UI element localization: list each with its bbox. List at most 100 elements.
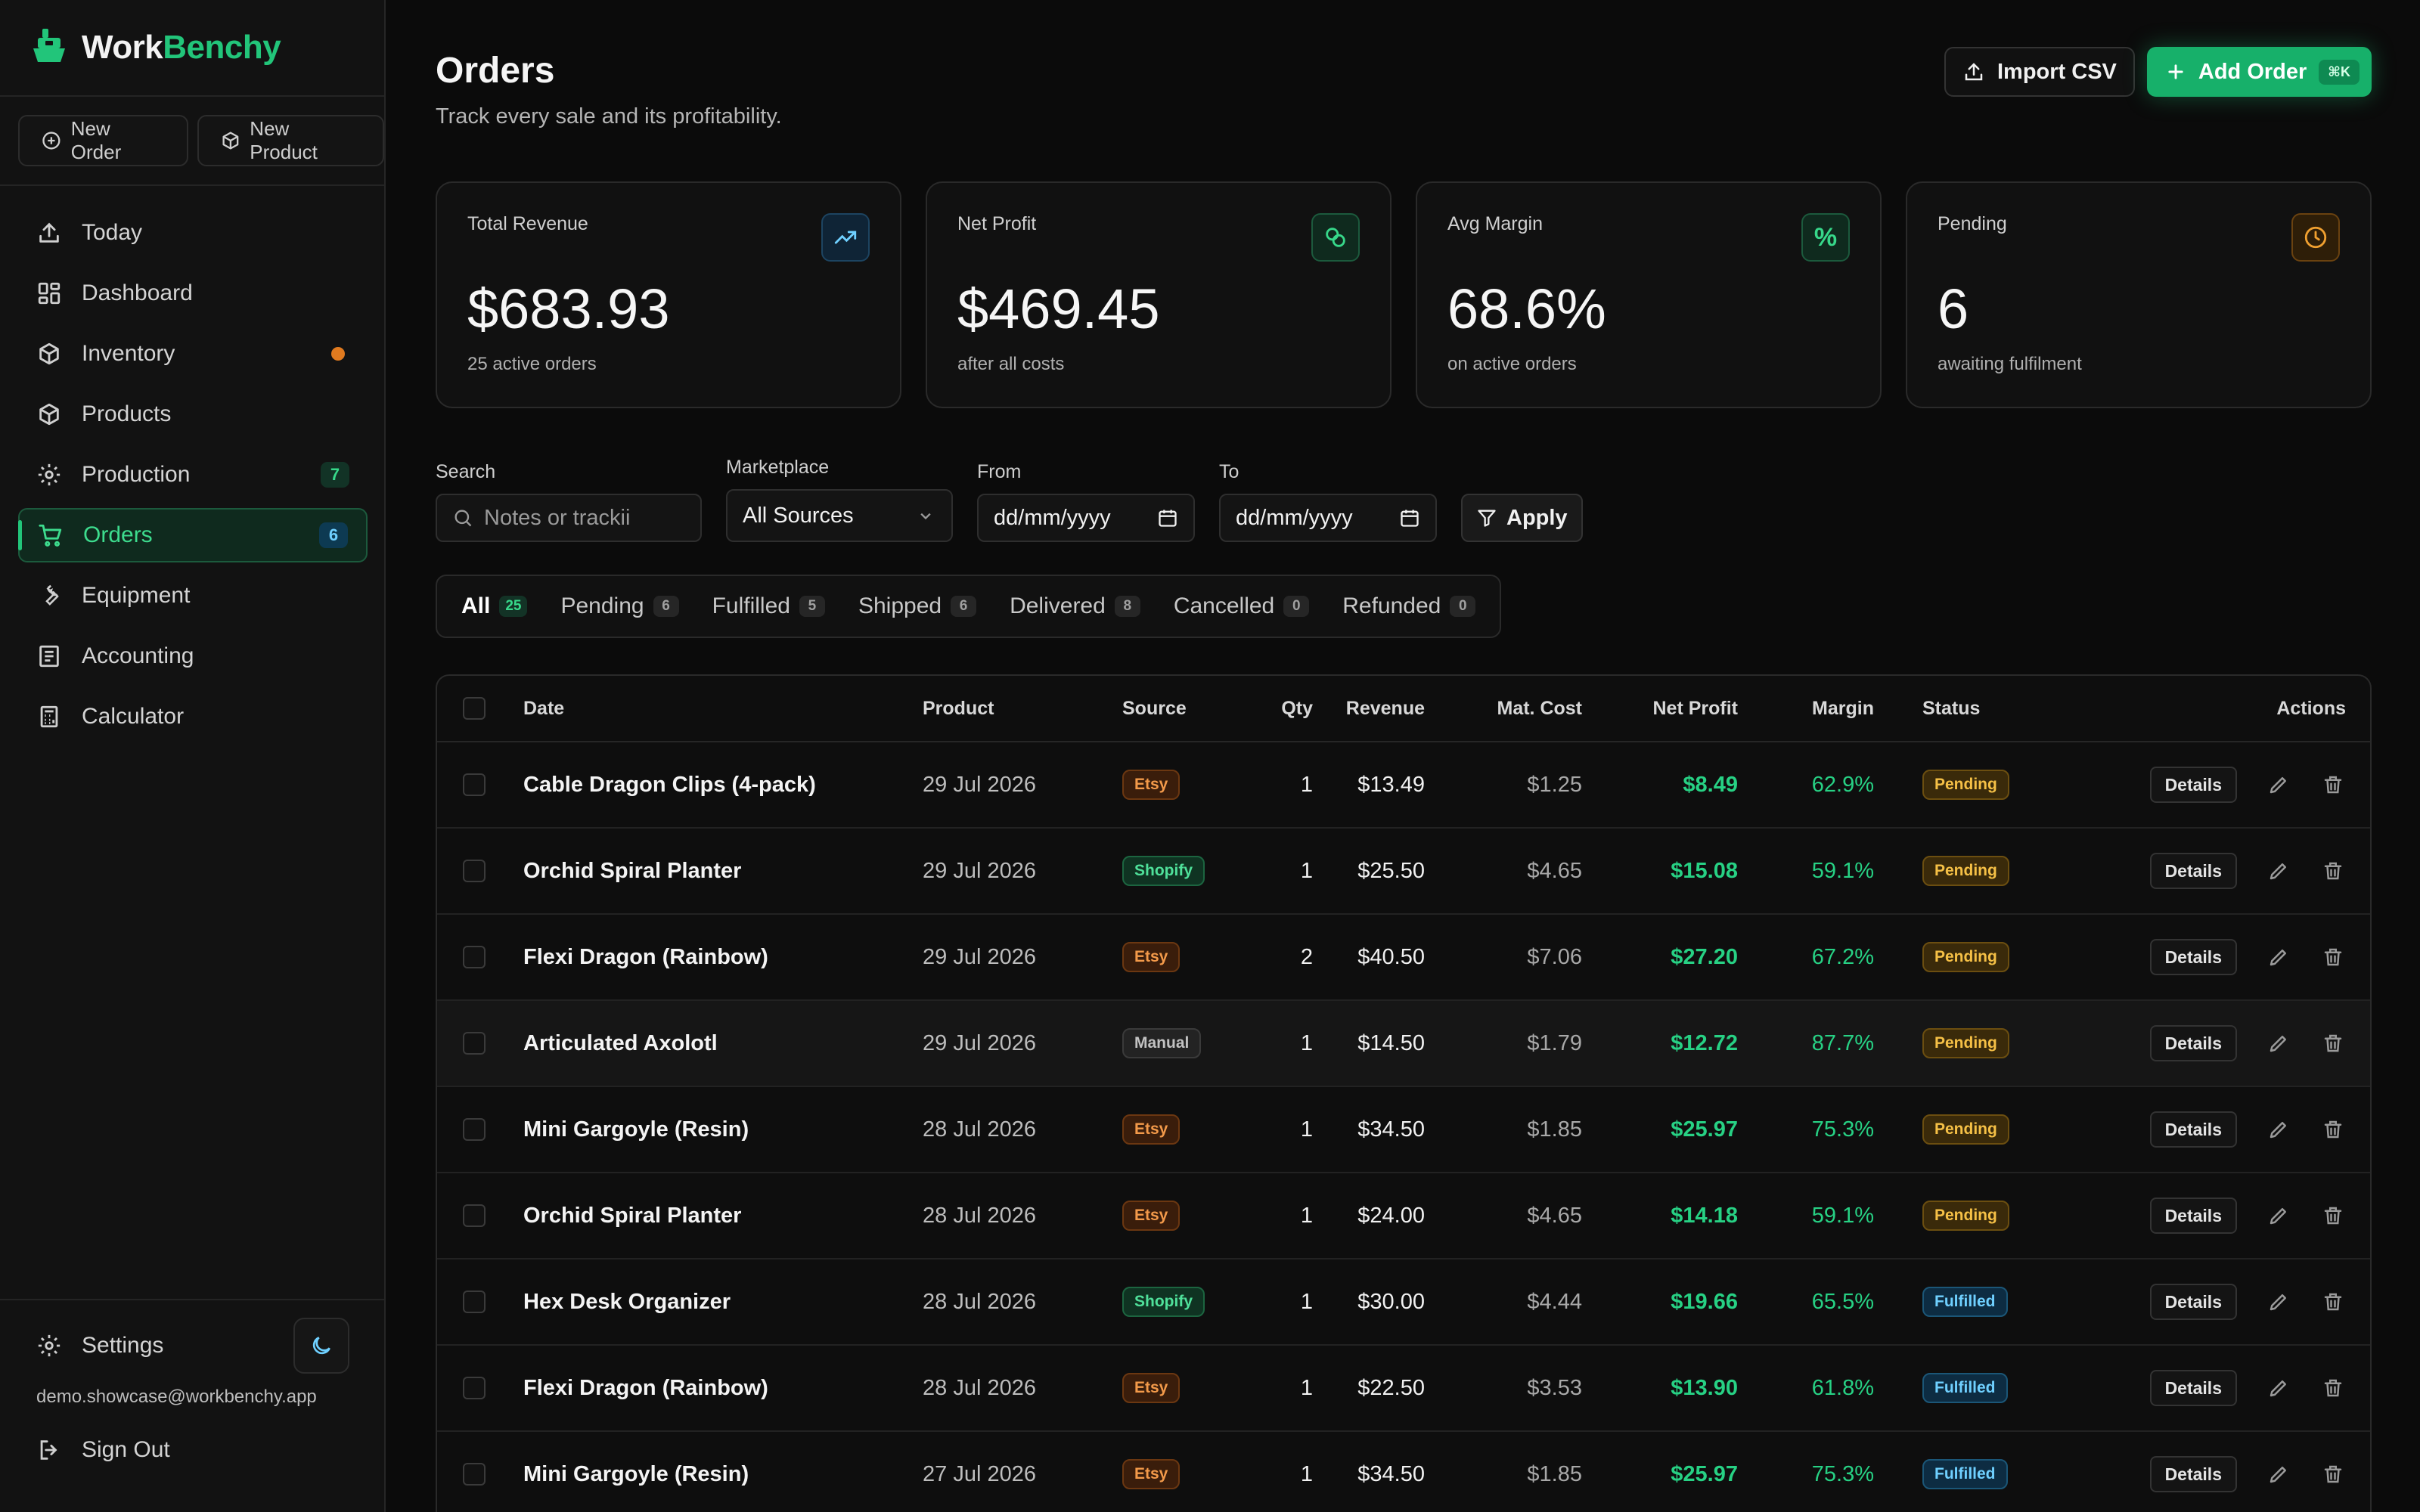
nav-item-inventory[interactable]: Inventory bbox=[18, 327, 368, 381]
row-status-cell: Fulfilled bbox=[1874, 1459, 2051, 1489]
from-date-input[interactable]: dd/mm/yyyy bbox=[977, 494, 1195, 542]
edit-pencil-icon[interactable] bbox=[2266, 1203, 2291, 1228]
col-qty[interactable]: Qty bbox=[1281, 697, 1313, 719]
details-button[interactable]: Details bbox=[2149, 1198, 2237, 1234]
new-product-button[interactable]: New Product bbox=[197, 115, 384, 166]
status-badge: Pending bbox=[1922, 1028, 2009, 1058]
sign-out-button[interactable]: Sign Out bbox=[18, 1421, 368, 1479]
col-margin[interactable]: Margin bbox=[1812, 697, 1874, 719]
row-checkbox[interactable] bbox=[463, 1032, 486, 1055]
theme-toggle-button[interactable] bbox=[293, 1318, 349, 1374]
col-status[interactable]: Status bbox=[1922, 697, 1981, 719]
marketplace-select[interactable]: All Sources bbox=[726, 489, 953, 542]
details-button[interactable]: Details bbox=[2149, 853, 2237, 889]
table-row[interactable]: Orchid Spiral Planter 28 Jul 2026 Etsy 1… bbox=[437, 1173, 2370, 1259]
to-date-input[interactable]: dd/mm/yyyy bbox=[1219, 494, 1437, 542]
row-select-cell bbox=[437, 1032, 523, 1055]
row-checkbox[interactable] bbox=[463, 1118, 486, 1141]
delete-trash-icon[interactable] bbox=[2320, 1289, 2346, 1315]
col-date[interactable]: Date bbox=[523, 697, 565, 719]
dashboard-grid-icon bbox=[38, 282, 60, 305]
table-row[interactable]: Flexi Dragon (Rainbow) 29 Jul 2026 Etsy … bbox=[437, 915, 2370, 1001]
delete-trash-icon[interactable] bbox=[2320, 1030, 2346, 1056]
details-button[interactable]: Details bbox=[2149, 1025, 2237, 1061]
delete-trash-icon[interactable] bbox=[2320, 1375, 2346, 1401]
details-button[interactable]: Details bbox=[2149, 1370, 2237, 1406]
apply-filters-button[interactable]: Apply bbox=[1461, 494, 1583, 542]
col-net-profit[interactable]: Net Profit bbox=[1652, 697, 1739, 719]
select-all-checkbox[interactable] bbox=[463, 697, 486, 720]
details-button[interactable]: Details bbox=[2149, 1111, 2237, 1148]
delete-trash-icon[interactable] bbox=[2320, 772, 2346, 798]
settings-link[interactable]: Settings bbox=[18, 1315, 368, 1376]
edit-pencil-icon[interactable] bbox=[2266, 1117, 2291, 1142]
edit-pencil-icon[interactable] bbox=[2266, 944, 2291, 970]
edit-pencil-icon[interactable] bbox=[2266, 1461, 2291, 1487]
tab-shipped[interactable]: Shipped 6 bbox=[842, 582, 993, 631]
tab-fulfilled[interactable]: Fulfilled 5 bbox=[696, 582, 842, 631]
row-checkbox[interactable] bbox=[463, 946, 486, 968]
table-row[interactable]: Orchid Spiral Planter 29 Jul 2026 Shopif… bbox=[437, 829, 2370, 915]
nav-item-orders[interactable]: Orders 6 bbox=[18, 508, 368, 562]
table-row[interactable]: Hex Desk Organizer 28 Jul 2026 Shopify 1… bbox=[437, 1259, 2370, 1346]
details-button[interactable]: Details bbox=[2149, 939, 2237, 975]
nav-item-products[interactable]: Products bbox=[18, 387, 368, 442]
edit-pencil-icon[interactable] bbox=[2266, 1030, 2291, 1056]
nav-item-production[interactable]: Production 7 bbox=[18, 448, 368, 502]
edit-pencil-icon[interactable] bbox=[2266, 1289, 2291, 1315]
stat-value: 6 bbox=[1938, 277, 1969, 340]
brand[interactable]: WorkBenchy bbox=[32, 27, 281, 68]
col-mat-cost[interactable]: Mat. Cost bbox=[1497, 697, 1583, 719]
nav-item-equipment[interactable]: Equipment bbox=[18, 569, 368, 623]
import-csv-button[interactable]: Import CSV bbox=[1944, 47, 2135, 97]
table-row[interactable]: Mini Gargoyle (Resin) 27 Jul 2026 Etsy 1… bbox=[437, 1432, 2370, 1512]
new-order-button[interactable]: New Order bbox=[18, 115, 188, 166]
delete-trash-icon[interactable] bbox=[2320, 1203, 2346, 1228]
row-checkbox[interactable] bbox=[463, 1463, 486, 1486]
table-row[interactable]: Flexi Dragon (Rainbow) 28 Jul 2026 Etsy … bbox=[437, 1346, 2370, 1432]
row-checkbox[interactable] bbox=[463, 1290, 486, 1313]
nav-item-today[interactable]: Today bbox=[18, 206, 368, 260]
table-row[interactable]: Articulated Axolotl 29 Jul 2026 Manual 1… bbox=[437, 1001, 2370, 1087]
col-source[interactable]: Source bbox=[1122, 697, 1187, 719]
nav-label: Inventory bbox=[82, 341, 175, 366]
row-net-profit: $13.90 bbox=[1671, 1375, 1738, 1400]
delete-trash-icon[interactable] bbox=[2320, 858, 2346, 884]
details-button[interactable]: Details bbox=[2149, 767, 2237, 803]
row-mat-cost: $1.85 bbox=[1527, 1117, 1582, 1142]
row-source-cell: Etsy bbox=[1122, 770, 1277, 800]
col-revenue[interactable]: Revenue bbox=[1345, 697, 1425, 719]
col-product[interactable]: Product bbox=[923, 697, 994, 719]
add-order-button[interactable]: Add Order ⌘K bbox=[2146, 47, 2372, 97]
table-row[interactable]: Mini Gargoyle (Resin) 28 Jul 2026 Etsy 1… bbox=[437, 1087, 2370, 1173]
add-order-label: Add Order bbox=[2198, 59, 2307, 84]
delete-trash-icon[interactable] bbox=[2320, 1117, 2346, 1142]
details-button[interactable]: Details bbox=[2149, 1284, 2237, 1320]
tab-cancelled[interactable]: Cancelled 0 bbox=[1157, 582, 1326, 631]
tab-all[interactable]: All 25 bbox=[445, 582, 544, 631]
row-actions: Details bbox=[2051, 1111, 2370, 1148]
delete-trash-icon[interactable] bbox=[2320, 1461, 2346, 1487]
row-checkbox[interactable] bbox=[463, 773, 486, 796]
edit-pencil-icon[interactable] bbox=[2266, 772, 2291, 798]
search-input[interactable]: Notes or trackii bbox=[436, 494, 702, 542]
details-button[interactable]: Details bbox=[2149, 1456, 2237, 1492]
edit-pencil-icon[interactable] bbox=[2266, 858, 2291, 884]
row-checkbox[interactable] bbox=[463, 860, 486, 882]
row-checkbox[interactable] bbox=[463, 1377, 486, 1399]
row-status-cell: Pending bbox=[1874, 1114, 2051, 1145]
source-badge: Shopify bbox=[1122, 856, 1205, 886]
row-actions: Details bbox=[2051, 939, 2370, 975]
nav-item-calculator[interactable]: Calculator bbox=[18, 689, 368, 744]
nav-item-dashboard[interactable]: Dashboard bbox=[18, 266, 368, 321]
row-product-name: Articulated Axolotl bbox=[523, 1030, 718, 1055]
tab-delivered[interactable]: Delivered 8 bbox=[993, 582, 1157, 631]
nav-item-accounting[interactable]: Accounting bbox=[18, 629, 368, 683]
row-checkbox[interactable] bbox=[463, 1204, 486, 1227]
edit-pencil-icon[interactable] bbox=[2266, 1375, 2291, 1401]
tab-refunded[interactable]: Refunded 0 bbox=[1326, 582, 1492, 631]
tab-pending[interactable]: Pending 6 bbox=[544, 582, 695, 631]
row-mat-cost: $4.44 bbox=[1527, 1289, 1582, 1314]
table-row[interactable]: Cable Dragon Clips (4-pack) 29 Jul 2026 … bbox=[437, 742, 2370, 829]
delete-trash-icon[interactable] bbox=[2320, 944, 2346, 970]
